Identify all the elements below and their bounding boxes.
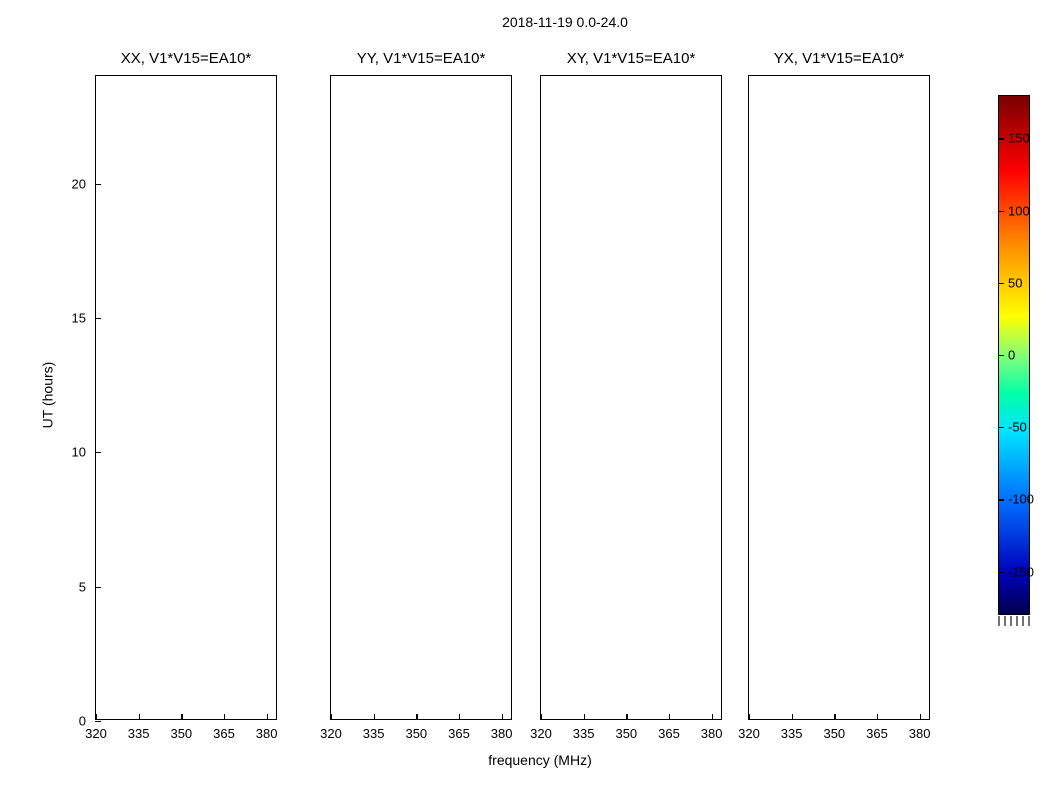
x-tick-label-335: 335 <box>781 726 803 741</box>
colorbar-tick-mark <box>998 138 1004 139</box>
x-tick-mark <box>712 714 713 720</box>
x-tick-label-320: 320 <box>738 726 760 741</box>
y-axis-label: UT (hours) <box>39 362 55 429</box>
y-tick-label-0: 0 <box>79 714 86 729</box>
x-tick-mark <box>416 714 417 720</box>
colorbar-tick-mark <box>998 572 1004 573</box>
x-tick-mark <box>626 714 627 720</box>
colorbar-tick-label-150: 150 <box>1008 131 1030 146</box>
x-tick-mark <box>96 714 97 720</box>
panel-xx: XX, V1*V15=EA10* 320 335 350 365 380 0 5 10 15 20 <box>95 75 277 720</box>
x-tick-mark <box>669 714 670 720</box>
colorbar-tick-mark <box>998 427 1004 428</box>
x-tick-mark <box>181 714 182 720</box>
x-tick-mark <box>920 714 921 720</box>
x-tick-mark <box>331 714 332 720</box>
x-tick-label-320: 320 <box>85 726 107 741</box>
x-tick-label-320: 320 <box>530 726 552 741</box>
panel-xy: XY, V1*V15=EA10* 320 335 350 365 380 <box>540 75 722 720</box>
x-tick-label-365: 365 <box>866 726 888 741</box>
x-tick-mark <box>502 714 503 720</box>
x-tick-label-320: 320 <box>320 726 342 741</box>
panel-title-xy: XY, V1*V15=EA10* <box>541 50 721 67</box>
x-tick-mark <box>374 714 375 720</box>
colorbar-tick-label-50: 50 <box>1008 275 1022 290</box>
x-tick-label-335: 335 <box>573 726 595 741</box>
x-tick-label-350: 350 <box>405 726 427 741</box>
y-tick-mark <box>95 184 101 185</box>
y-tick-label-15: 15 <box>72 310 86 325</box>
x-tick-mark <box>541 714 542 720</box>
colorbar-tick-label-100: 100 <box>1008 203 1030 218</box>
y-tick-mark <box>95 452 101 453</box>
x-tick-mark <box>459 714 460 720</box>
x-tick-label-365: 365 <box>448 726 470 741</box>
panel-yx: YX, V1*V15=EA10* 320 335 350 365 380 <box>748 75 930 720</box>
panel-title-yy: YY, V1*V15=EA10* <box>331 50 511 67</box>
colorbar-hatch-pattern <box>998 616 1030 626</box>
y-tick-mark <box>95 318 101 319</box>
x-tick-label-350: 350 <box>170 726 192 741</box>
y-tick-label-10: 10 <box>72 445 86 460</box>
colorbar-tick-label--50: -50 <box>1008 420 1027 435</box>
x-tick-label-365: 365 <box>658 726 680 741</box>
y-tick-label-20: 20 <box>72 176 86 191</box>
x-tick-mark <box>267 714 268 720</box>
colorbar-tick-mark <box>998 211 1004 212</box>
colorbar-tick-mark <box>998 355 1004 356</box>
colorbar-tick-label-0: 0 <box>1008 348 1015 363</box>
y-tick-label-5: 5 <box>79 579 86 594</box>
x-tick-label-380: 380 <box>909 726 931 741</box>
x-tick-label-365: 365 <box>213 726 235 741</box>
y-tick-mark <box>95 587 101 588</box>
x-tick-mark <box>584 714 585 720</box>
x-axis-label: frequency (MHz) <box>488 752 591 768</box>
x-tick-label-350: 350 <box>615 726 637 741</box>
panel-title-yx: YX, V1*V15=EA10* <box>749 50 929 67</box>
x-tick-mark <box>834 714 835 720</box>
x-tick-mark <box>139 714 140 720</box>
x-tick-mark <box>749 714 750 720</box>
panel-yy: YY, V1*V15=EA10* 320 335 350 365 380 <box>330 75 512 720</box>
x-tick-mark <box>877 714 878 720</box>
x-tick-label-380: 380 <box>256 726 278 741</box>
x-tick-mark <box>792 714 793 720</box>
x-tick-label-350: 350 <box>823 726 845 741</box>
x-tick-label-380: 380 <box>701 726 723 741</box>
y-tick-mark <box>95 721 101 722</box>
colorbar-tick-mark <box>998 499 1004 500</box>
panel-title-xx: XX, V1*V15=EA10* <box>96 50 276 67</box>
colorbar-tick-label--150: -150 <box>1008 564 1034 579</box>
x-tick-label-335: 335 <box>363 726 385 741</box>
colorbar-tick-label--100: -100 <box>1008 492 1034 507</box>
x-tick-mark <box>224 714 225 720</box>
colorbar-tick-mark <box>998 283 1004 284</box>
x-tick-label-380: 380 <box>491 726 513 741</box>
page-title: 2018-11-19 0.0-24.0 <box>40 14 1050 30</box>
x-tick-label-335: 335 <box>128 726 150 741</box>
